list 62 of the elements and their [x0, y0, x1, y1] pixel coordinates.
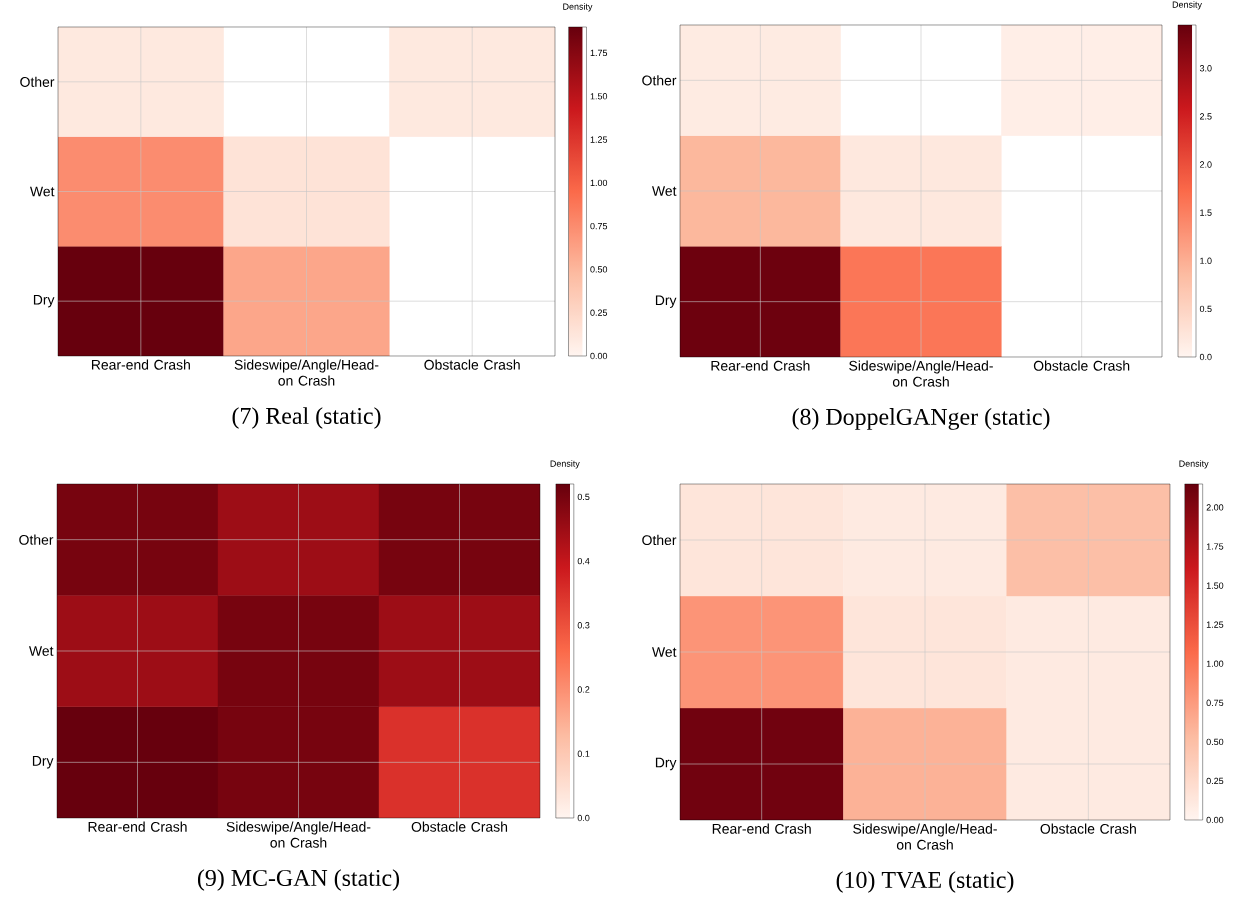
color-bar-label: 0.00 — [1206, 816, 1224, 824]
x-tick-label: Rear-end Crash — [711, 360, 810, 371]
y-tick-label: Wet — [30, 186, 55, 197]
color-bar-label: 1.50 — [1206, 582, 1224, 589]
x-tick-label: Rear-end Crash — [88, 821, 187, 832]
color-bar-label: 1.0 — [1200, 257, 1212, 264]
color-bar-label: 0.1 — [577, 750, 590, 757]
color-bar-label: 1.25 — [590, 136, 608, 143]
x-tick-label: Sideswipe/Angle/Head-on Crash — [234, 359, 379, 386]
y-tick-label: Dry — [655, 295, 677, 308]
color-bar-label: 0.0 — [577, 814, 590, 822]
color-bar-label: 1.5 — [1200, 209, 1212, 216]
color-bar-label: 2.5 — [1199, 113, 1212, 120]
x-tick-label: Obstacle Crash — [1033, 360, 1130, 371]
color-bar-title: Density — [1179, 460, 1209, 469]
color-bar-label: 0.25 — [590, 309, 608, 316]
color-bar-label: 3.0 — [1199, 65, 1212, 72]
color-bar-label: 1.75 — [1206, 543, 1224, 550]
y-tick-label: Other — [642, 75, 677, 86]
color-bar-label: 0.00 — [590, 352, 608, 360]
y-tick-label: Dry — [655, 757, 677, 771]
color-bar-label: 0.0 — [1199, 353, 1212, 361]
x-tick-label: Rear-end Crash — [712, 823, 811, 834]
text: (7) Real (static) — [232, 407, 381, 429]
color-bar-label: 1.25 — [1206, 621, 1224, 628]
color-bar-label: 2.00 — [1206, 504, 1224, 511]
text: (9) MC-GAN (static) — [197, 869, 400, 891]
color-bar-title: Density — [563, 3, 593, 12]
color-bar-label: 0.5 — [1199, 305, 1212, 313]
color-bar-label: 0.4 — [577, 557, 590, 565]
x-tick-label: Obstacle Crash — [411, 821, 508, 832]
x-tick-label: Sideswipe/Angle/Head-on Crash — [226, 821, 371, 848]
y-tick-label: Other — [19, 534, 54, 545]
y-tick-label: Wet — [652, 647, 677, 657]
color-bar-label: 1.00 — [590, 179, 608, 187]
color-bar-label: 0.5 — [577, 493, 590, 501]
y-tick-label: Dry — [33, 294, 55, 308]
color-bar-label: 0.75 — [590, 222, 608, 230]
y-tick-label: Other — [642, 534, 677, 546]
x-tick-label: Obstacle Crash — [424, 359, 520, 370]
y-tick-label: Wet — [652, 186, 677, 196]
color-bar-label: 1.00 — [1206, 660, 1224, 667]
y-tick-label: Other — [20, 76, 55, 87]
color-bar-label: 0.3 — [577, 622, 590, 629]
x-tick-label: Sideswipe/Angle/Head-on Crash — [853, 823, 997, 850]
color-bar-label: 0.25 — [1206, 777, 1224, 785]
color-bar-label: 2.0 — [1199, 161, 1212, 168]
color-bar-label: 0.2 — [577, 686, 590, 693]
color-bar-title: Density — [550, 460, 580, 469]
color-bar-label: 0.50 — [1206, 738, 1224, 746]
color-bar-title: Density — [1172, 1, 1202, 10]
y-tick-label: Dry — [32, 756, 54, 769]
color-bar-label: 1.50 — [590, 93, 608, 100]
color-bar-label: 0.50 — [590, 266, 608, 273]
y-tick-label: Wet — [29, 646, 54, 656]
text: (10) TVAE (static) — [836, 871, 1014, 893]
color-bar-label: 1.75 — [590, 49, 608, 57]
x-tick-label: Sideswipe/Angle/Head-on Crash — [849, 360, 993, 387]
x-tick-label: Obstacle Crash — [1040, 823, 1136, 834]
text: (8) DoppelGANger (static) — [792, 408, 1050, 430]
x-tick-label: Rear-end Crash — [91, 359, 190, 370]
color-bar-label: 0.75 — [1206, 699, 1224, 706]
